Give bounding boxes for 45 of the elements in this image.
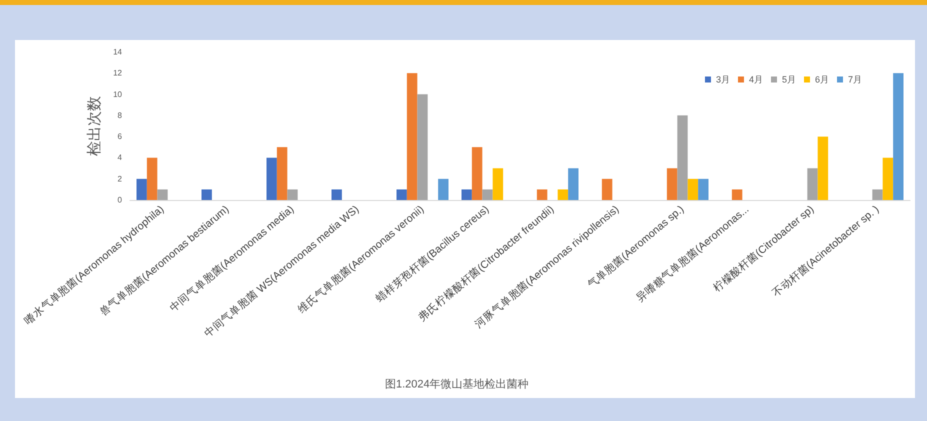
bar — [492, 168, 504, 200]
bar — [482, 189, 493, 200]
bar — [666, 168, 678, 200]
bar — [558, 189, 568, 200]
bar — [677, 115, 688, 200]
bar — [688, 178, 698, 200]
bar — [146, 158, 158, 200]
bar — [698, 178, 708, 200]
y-tick-label: 2 — [118, 174, 123, 184]
bar — [266, 158, 277, 200]
bar — [417, 94, 428, 200]
y-tick-label: 4 — [118, 153, 123, 162]
bar — [893, 73, 904, 200]
legend-label: 4月 — [748, 74, 763, 84]
bar — [602, 178, 612, 200]
bar — [807, 168, 818, 200]
bar — [396, 189, 407, 200]
bar — [462, 189, 472, 200]
bar — [472, 147, 482, 200]
bar — [818, 136, 828, 200]
bar — [157, 189, 168, 200]
bar — [872, 189, 883, 200]
y-tick-label: 8 — [118, 110, 123, 120]
legend-label: 6月 — [814, 74, 830, 84]
bar — [136, 178, 147, 200]
y-tick-label: 12 — [113, 68, 123, 78]
bar — [202, 189, 212, 200]
y-tick-label: 14 — [113, 48, 123, 56]
legend-label: 5月 — [782, 74, 796, 84]
y-tick-label: 6 — [118, 132, 123, 142]
bar — [406, 73, 418, 200]
bar — [568, 168, 578, 200]
bar — [732, 189, 742, 200]
bar — [438, 178, 448, 200]
bar — [332, 189, 342, 200]
y-tick-label: 0 — [118, 196, 123, 204]
bar — [882, 158, 894, 200]
legend-label: 3月 — [716, 74, 730, 84]
bar — [276, 147, 288, 200]
legend-label: 7月 — [848, 74, 862, 84]
text: 图1.2024年微山基地检出菌种 — [385, 378, 529, 390]
y-tick-label: 10 — [113, 90, 123, 99]
bar — [536, 189, 548, 200]
y-axis-title: 检出次数 — [86, 96, 104, 156]
bar — [287, 189, 298, 200]
